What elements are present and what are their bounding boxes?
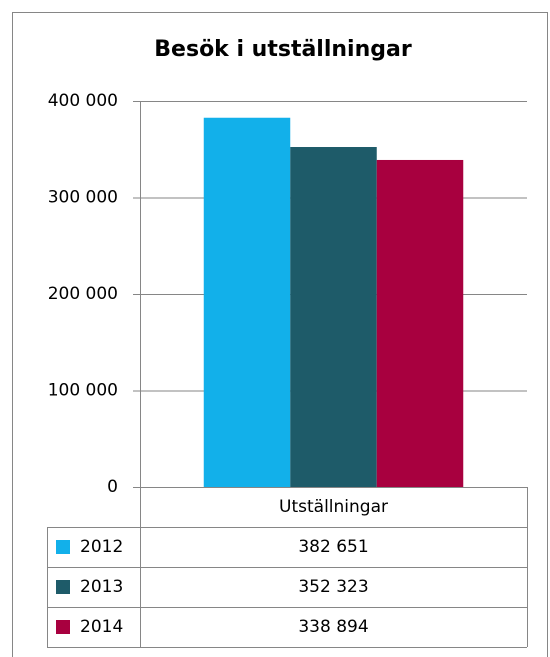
legend-label: 2012: [80, 537, 123, 557]
y-tick-label: 200 000: [48, 284, 118, 304]
legend-swatch: [56, 620, 70, 634]
legend-label: 2013: [80, 577, 123, 597]
data-label: 352 323: [298, 577, 368, 597]
y-tick-label: 100 000: [48, 381, 118, 401]
data-label: 338 894: [298, 617, 368, 637]
bar: [203, 117, 291, 487]
x-tick-label: Utställningar: [279, 497, 388, 517]
data-label: 382 651: [298, 537, 368, 557]
bar: [290, 147, 377, 487]
y-tick-label: 0: [107, 477, 118, 497]
chart-title: Besök i utställningar: [154, 37, 412, 62]
y-tick-label: 300 000: [48, 188, 118, 208]
legend-swatch: [56, 580, 70, 594]
legend-label: 2014: [80, 617, 123, 637]
bar: [376, 159, 464, 487]
y-tick-label: 400 000: [48, 91, 118, 111]
chart-border: [12, 12, 548, 657]
legend-swatch: [56, 540, 70, 554]
